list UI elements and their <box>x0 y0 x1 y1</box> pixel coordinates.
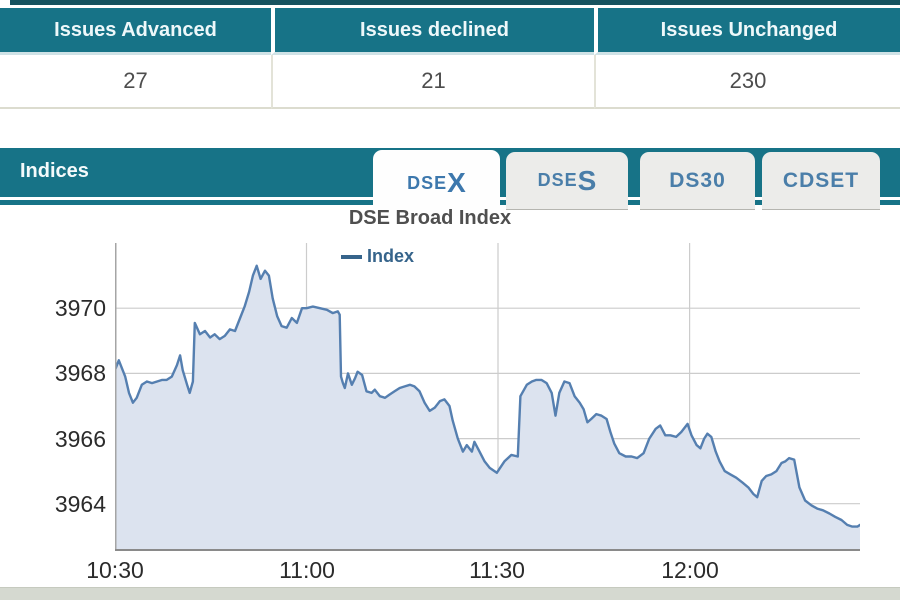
issues-advanced-value: 27 <box>0 55 271 109</box>
y-axis-tick-3964: 3964 <box>54 491 106 517</box>
y-axis-tick-3968: 3968 <box>54 360 106 386</box>
legend-line-swatch <box>341 254 362 259</box>
y-axis-tick-3970: 3970 <box>54 295 106 321</box>
issues-declined-column: Issues declined 21 <box>271 8 594 109</box>
x-axis-tick-1130: 11:30 <box>469 557 525 583</box>
issues-advanced-header: Issues Advanced <box>0 8 271 55</box>
issues-summary-table: Issues Advanced 27 Issues declined 21 Is… <box>0 8 900 109</box>
issues-unchanged-header: Issues Unchanged <box>594 8 900 55</box>
issues-declined-value: 21 <box>271 55 594 109</box>
tab-ds30-label: DS30 <box>669 168 726 192</box>
issues-unchanged-column: Issues Unchanged 230 <box>594 8 900 109</box>
tab-ds30[interactable]: DS30 <box>640 152 755 210</box>
issues-declined-header: Issues declined <box>271 8 594 55</box>
tab-dsex-label: DSE <box>407 172 448 193</box>
tab-dsex-active[interactable]: DSE X <box>373 150 500 216</box>
bottom-border-band <box>0 587 900 600</box>
top-border-line <box>10 0 900 5</box>
tab-dses[interactable]: DSE S <box>506 152 628 210</box>
issues-advanced-column: Issues Advanced 27 <box>0 8 271 109</box>
x-axis-tick-1100: 11:00 <box>279 557 335 583</box>
tab-dses-label: DSE <box>537 170 578 190</box>
x-axis-tick-1200: 12:00 <box>661 557 719 583</box>
tab-cdset[interactable]: CDSET <box>762 152 880 210</box>
chart-legend: Index <box>341 246 414 267</box>
legend-series-label: Index <box>367 246 415 266</box>
indices-panel-title: Indices <box>20 160 89 182</box>
y-axis-tick-3966: 3966 <box>54 426 106 452</box>
chart-title: DSE Broad Index <box>348 207 512 229</box>
x-axis-tick-1030: 10:30 <box>86 557 144 583</box>
issues-unchanged-value: 230 <box>594 55 900 109</box>
index-area-chart <box>115 243 860 551</box>
tab-cdset-label: CDSET <box>782 168 860 192</box>
